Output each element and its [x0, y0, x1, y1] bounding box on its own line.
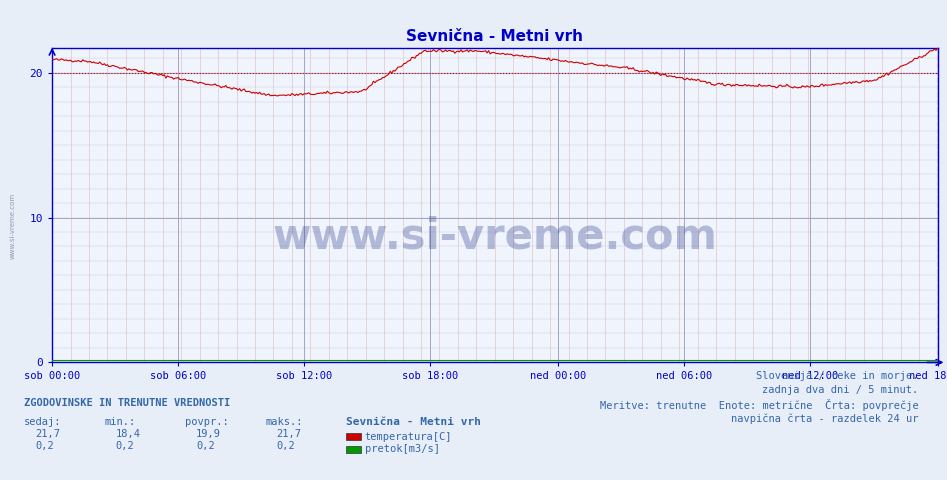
Text: Slovenija / reke in morje.: Slovenija / reke in morje.	[756, 371, 919, 381]
Text: Sevnična - Metni vrh: Sevnična - Metni vrh	[346, 417, 481, 427]
Text: Meritve: trenutne  Enote: metrične  Črta: povprečje: Meritve: trenutne Enote: metrične Črta: …	[599, 399, 919, 411]
Text: 18,4: 18,4	[116, 429, 140, 439]
Text: min.:: min.:	[104, 417, 135, 427]
Text: www.si-vreme.com: www.si-vreme.com	[273, 216, 717, 258]
Text: 0,2: 0,2	[196, 441, 215, 451]
Text: navpična črta - razdelek 24 ur: navpična črta - razdelek 24 ur	[731, 414, 919, 424]
Text: zadnja dva dni / 5 minut.: zadnja dva dni / 5 minut.	[762, 385, 919, 395]
Text: maks.:: maks.:	[265, 417, 303, 427]
Title: Sevnična - Metni vrh: Sevnična - Metni vrh	[406, 29, 583, 44]
Text: 0,2: 0,2	[277, 441, 295, 451]
Text: 0,2: 0,2	[35, 441, 54, 451]
Text: www.si-vreme.com: www.si-vreme.com	[9, 192, 15, 259]
Text: 0,2: 0,2	[116, 441, 134, 451]
Text: 21,7: 21,7	[35, 429, 60, 439]
Text: povpr.:: povpr.:	[185, 417, 228, 427]
Text: 21,7: 21,7	[277, 429, 301, 439]
Text: ZGODOVINSKE IN TRENUTNE VREDNOSTI: ZGODOVINSKE IN TRENUTNE VREDNOSTI	[24, 397, 230, 408]
Text: 19,9: 19,9	[196, 429, 221, 439]
Text: sedaj:: sedaj:	[24, 417, 62, 427]
Text: pretok[m3/s]: pretok[m3/s]	[365, 444, 439, 454]
Text: temperatura[C]: temperatura[C]	[365, 432, 452, 442]
